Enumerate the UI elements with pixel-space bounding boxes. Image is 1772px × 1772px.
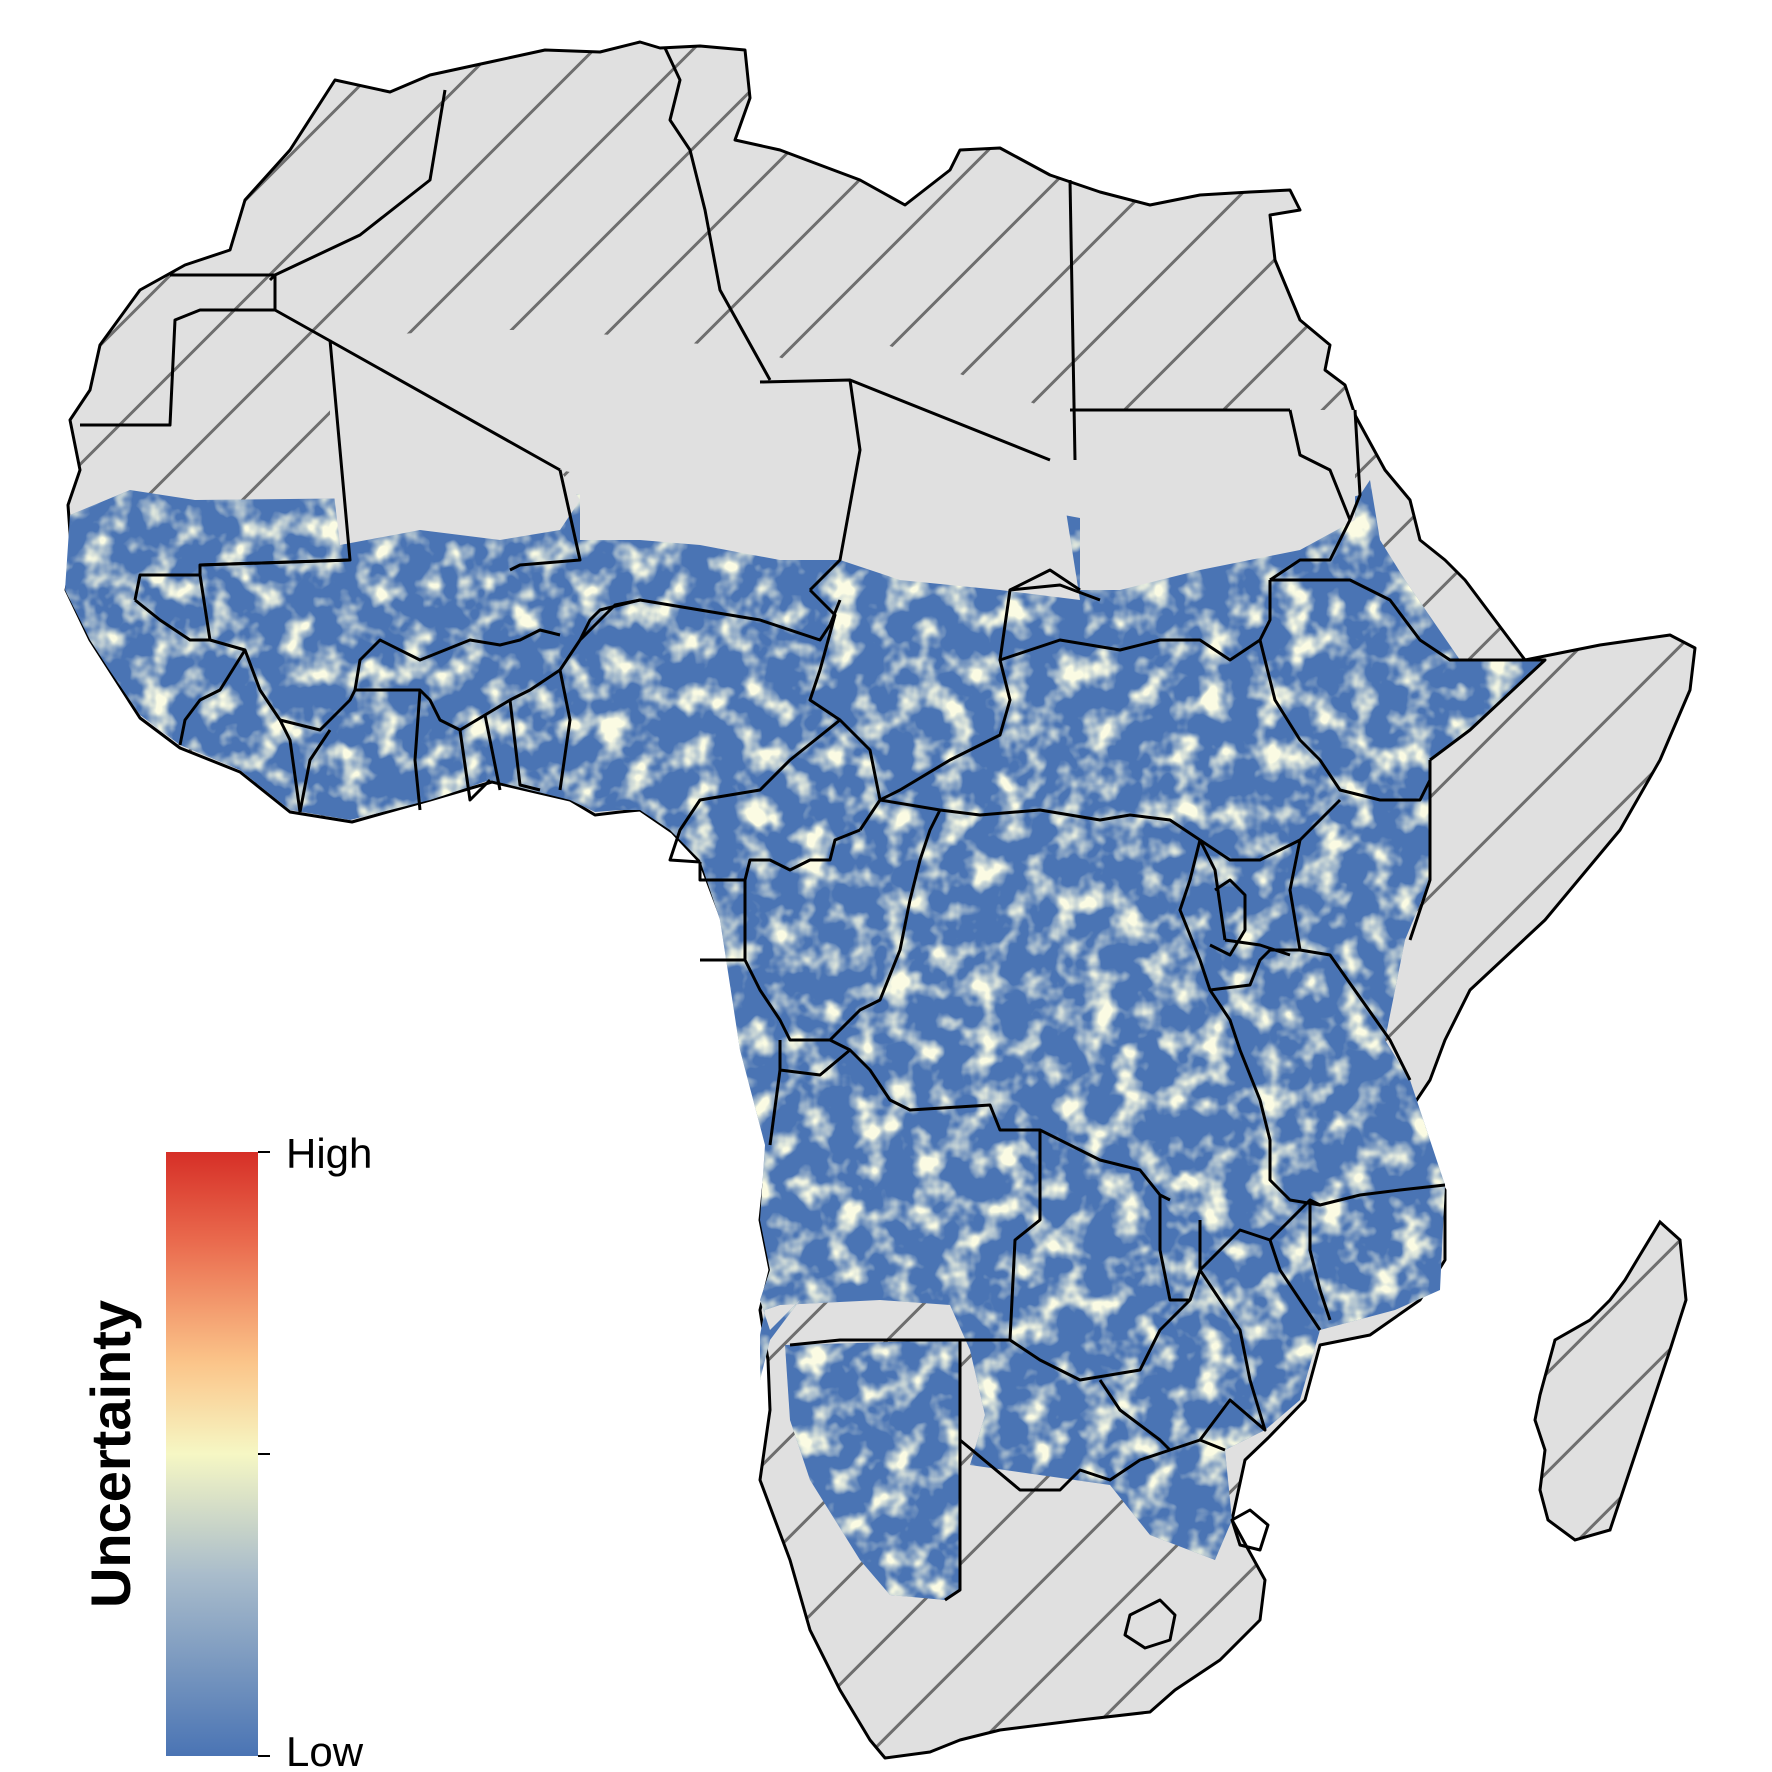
madagascar xyxy=(1533,1219,1688,1542)
legend-high-label: High xyxy=(286,1130,372,1177)
legend-low-label: Low xyxy=(286,1728,364,1772)
legend-colorbar xyxy=(166,1152,258,1756)
country-borders xyxy=(80,47,1547,1650)
non-hatched-northern-sahel xyxy=(330,330,1355,600)
legend-title: Uncertainty xyxy=(79,1300,142,1608)
legend: High Low Uncertainty xyxy=(79,1130,372,1772)
